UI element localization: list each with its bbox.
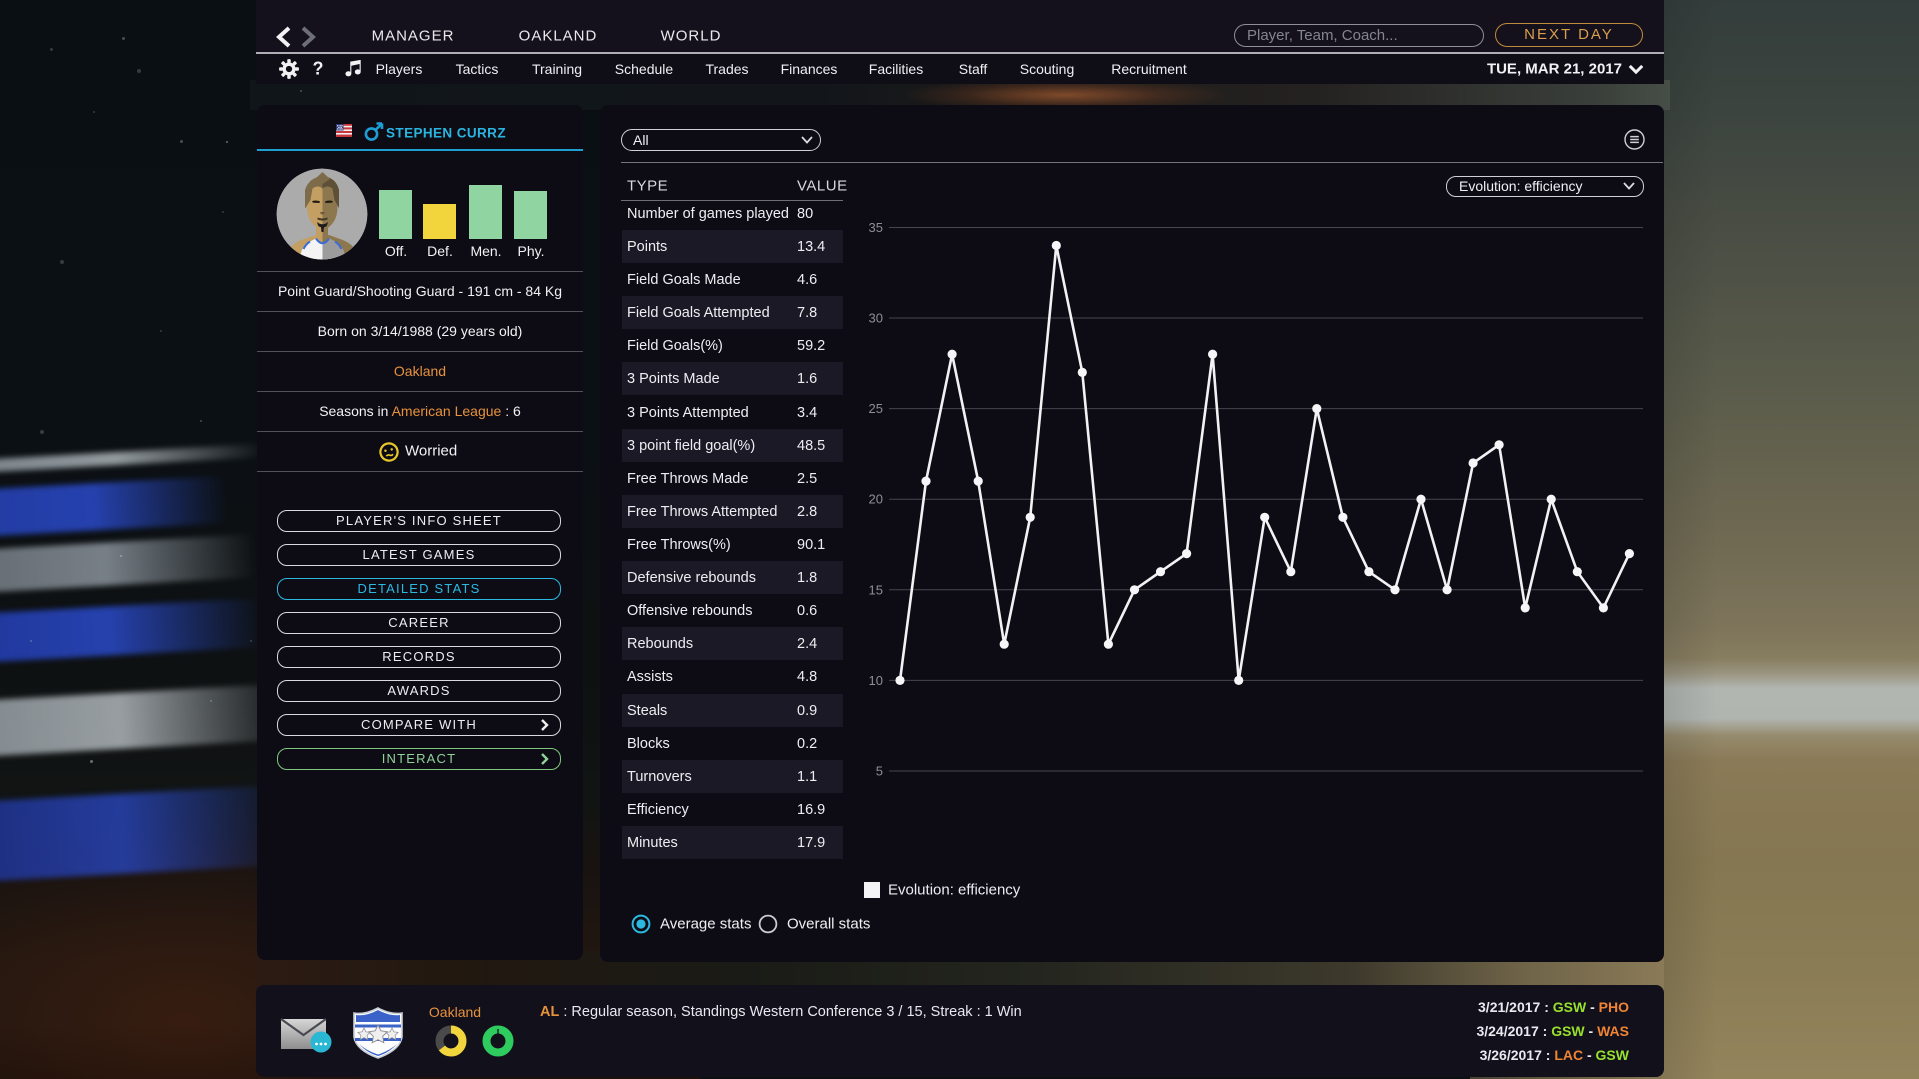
svg-text:5: 5 <box>876 764 883 779</box>
svg-text:15: 15 <box>869 582 883 597</box>
svg-text:10: 10 <box>869 673 883 688</box>
svg-text:25: 25 <box>869 401 883 416</box>
svg-text:30: 30 <box>869 311 883 326</box>
svg-text:35: 35 <box>869 220 883 235</box>
svg-text:20: 20 <box>869 492 883 507</box>
